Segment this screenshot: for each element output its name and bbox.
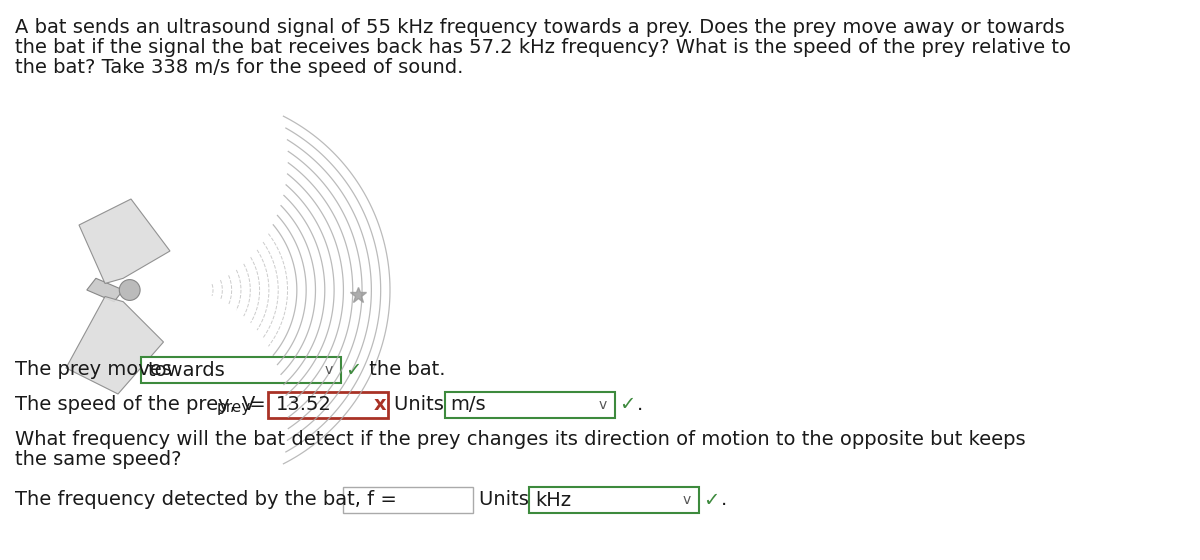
Text: the bat? Take 338 m/s for the speed of sound.: the bat? Take 338 m/s for the speed of s… (14, 58, 463, 77)
Text: The frequency detected by the bat, f =: The frequency detected by the bat, f = (14, 490, 403, 509)
FancyBboxPatch shape (269, 392, 389, 418)
FancyBboxPatch shape (529, 487, 698, 513)
Text: v: v (599, 398, 607, 412)
Text: ✓: ✓ (703, 491, 719, 510)
Text: The prey moves: The prey moves (14, 360, 178, 379)
Text: v: v (325, 363, 334, 377)
Text: ✓: ✓ (346, 361, 361, 380)
FancyBboxPatch shape (142, 357, 341, 383)
Text: 13.52: 13.52 (276, 395, 332, 414)
Text: kHz: kHz (535, 491, 571, 510)
Text: towards: towards (148, 361, 224, 380)
Circle shape (119, 279, 140, 300)
Text: Units: Units (394, 395, 450, 414)
FancyBboxPatch shape (444, 392, 614, 418)
Text: the same speed?: the same speed? (14, 450, 181, 469)
Text: ✓: ✓ (619, 395, 635, 414)
Text: x: x (374, 395, 386, 414)
Polygon shape (86, 278, 124, 302)
Text: .: . (721, 490, 727, 509)
Polygon shape (66, 296, 163, 394)
Text: A bat sends an ultrasound signal of 55 kHz frequency towards a prey. Does the pr: A bat sends an ultrasound signal of 55 k… (14, 18, 1064, 37)
Text: Units: Units (479, 490, 535, 509)
FancyBboxPatch shape (343, 487, 473, 513)
Text: The speed of the prey, V: The speed of the prey, V (14, 395, 256, 414)
Text: =: = (242, 395, 272, 414)
Polygon shape (79, 199, 170, 283)
Text: v: v (683, 493, 691, 507)
Text: the bat.: the bat. (364, 360, 445, 379)
Text: What frequency will the bat detect if the prey changes its direction of motion t: What frequency will the bat detect if th… (14, 430, 1026, 449)
Text: prey: prey (216, 400, 251, 415)
Text: .: . (636, 395, 643, 414)
Text: m/s: m/s (451, 395, 486, 414)
Text: the bat if the signal the bat receives back has 57.2 kHz frequency? What is the : the bat if the signal the bat receives b… (14, 38, 1072, 57)
